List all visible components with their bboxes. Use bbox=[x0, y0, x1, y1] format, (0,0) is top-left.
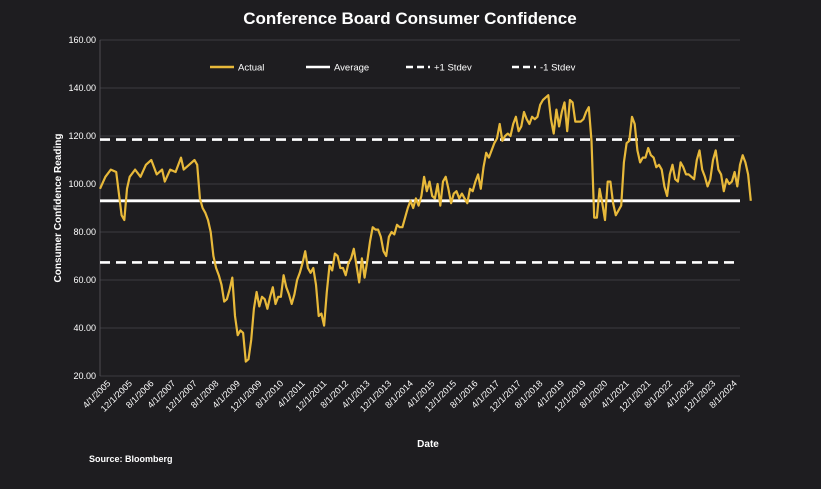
x-axis-label: Date bbox=[417, 439, 439, 450]
legend-entry: +1 Stdev bbox=[434, 63, 472, 74]
y-axis-ticks: 20.00 40.00 60.00 80.00 100.00 120.00 140.00 16… bbox=[68, 35, 96, 381]
series-group bbox=[98, 94, 752, 363]
y-tick-label: 40.00 bbox=[73, 323, 96, 333]
y-tick-label: 20.00 bbox=[73, 371, 96, 381]
y-tick-label: 80.00 bbox=[73, 227, 96, 237]
legend-entry: Actual bbox=[238, 63, 264, 74]
chart-title: Conference Board Consumer Confidence bbox=[243, 9, 576, 28]
y-tick-label: 140.00 bbox=[68, 83, 96, 93]
y-tick-label: 160.00 bbox=[68, 35, 96, 45]
y-axis-label: Consumer Confidence Reading bbox=[53, 134, 64, 283]
legend-entry: -1 Stdev bbox=[540, 63, 576, 74]
legend-entry: Average bbox=[334, 63, 369, 74]
y-tick-label: 120.00 bbox=[68, 131, 96, 141]
actual-series-line bbox=[98, 94, 752, 363]
gridlines bbox=[99, 39, 740, 377]
y-tick-label: 60.00 bbox=[73, 275, 96, 285]
y-tick-label: 100.00 bbox=[68, 179, 96, 189]
x-axis-ticks: 4/1/200512/1/20058/1/20064/1/200712/1/20… bbox=[81, 378, 739, 413]
legend: Actual Average +1 Stdev -1 Stdev bbox=[210, 63, 576, 74]
source-note: Source: Bloomberg bbox=[89, 454, 173, 464]
